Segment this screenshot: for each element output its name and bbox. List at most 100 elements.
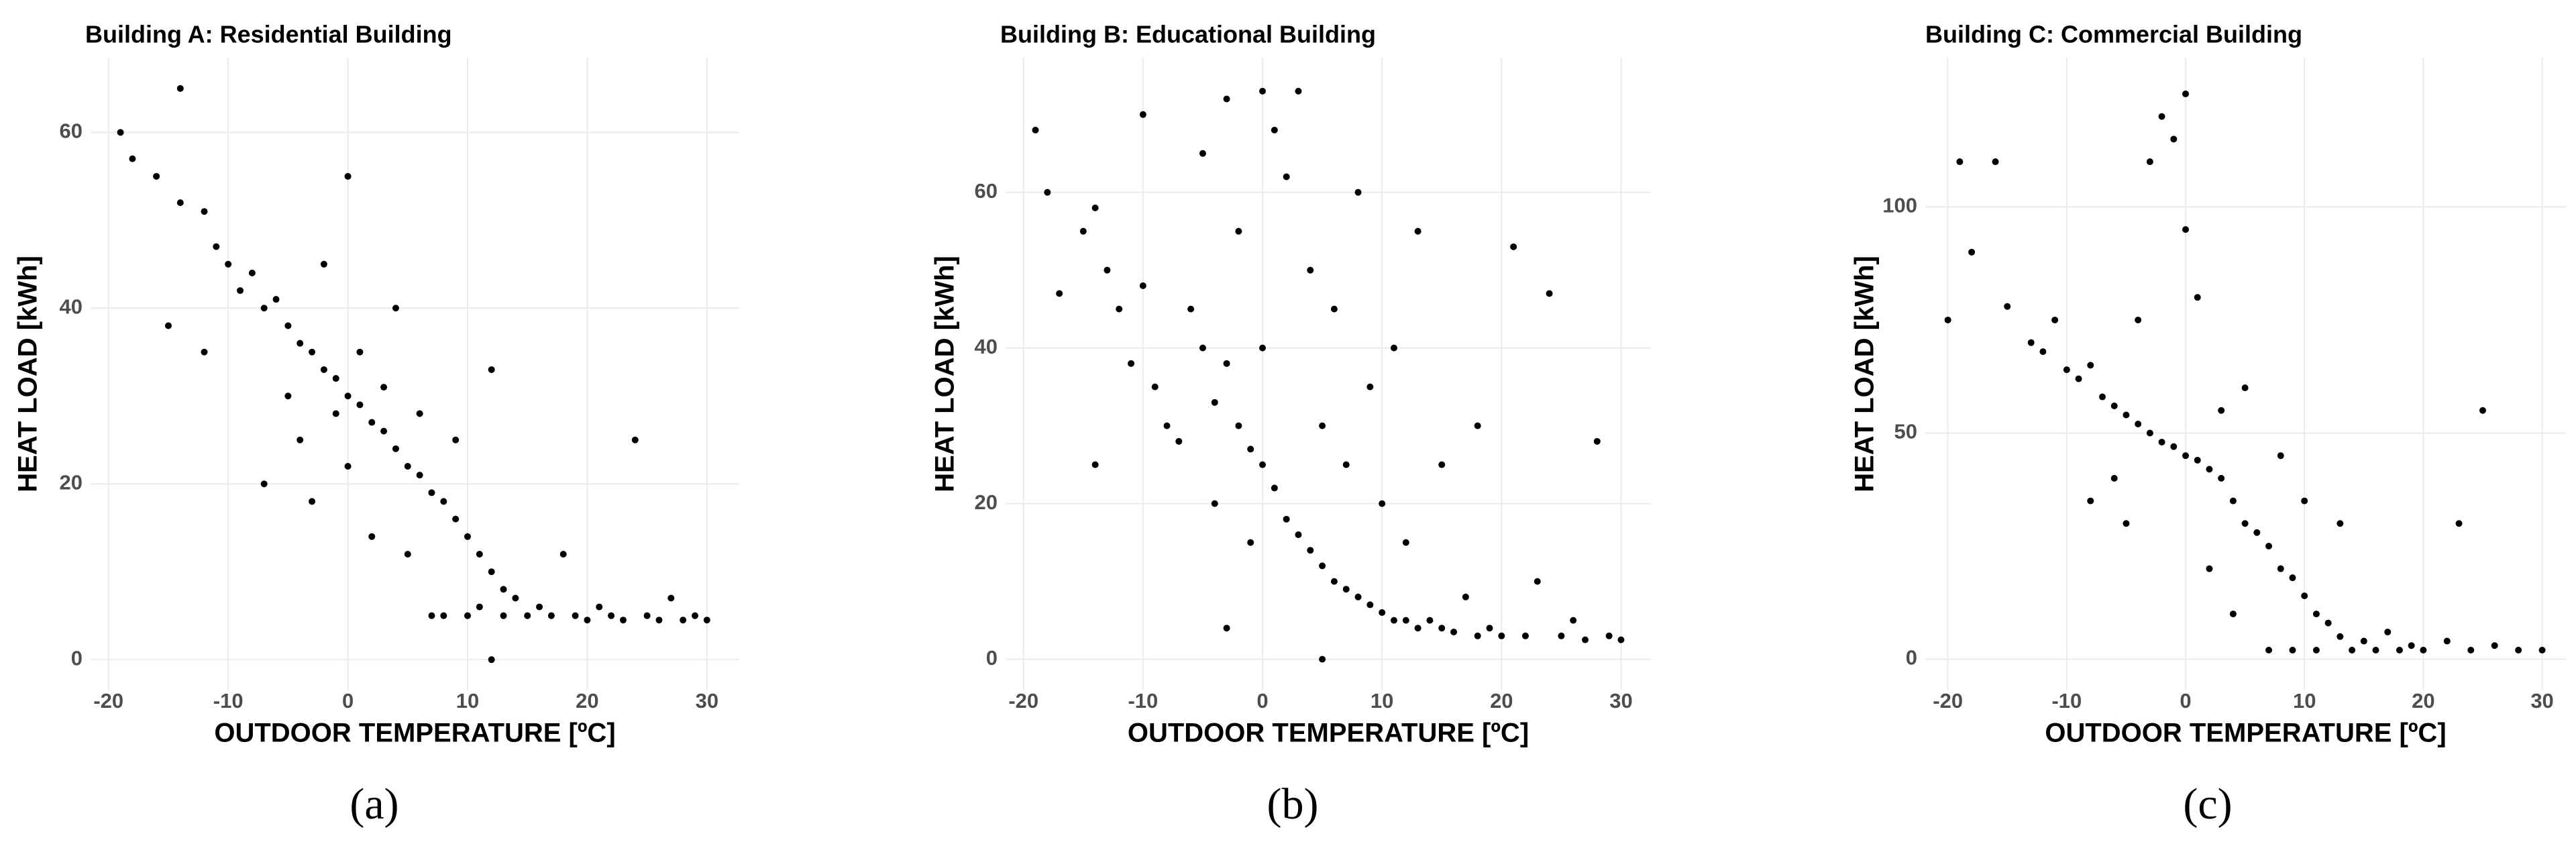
point (1128, 360, 1135, 367)
point (2170, 443, 2178, 450)
point (2408, 642, 2415, 649)
point (1211, 399, 1218, 406)
point (2194, 456, 2201, 464)
point (1342, 586, 1350, 593)
point (404, 463, 411, 470)
point (2360, 637, 2367, 645)
point (2051, 316, 2059, 323)
point (1187, 305, 1195, 313)
point (392, 305, 399, 312)
point (1366, 601, 1374, 609)
point (452, 436, 460, 443)
point (332, 375, 339, 382)
point (284, 322, 292, 329)
y-tick-label: 50 (1894, 420, 1917, 443)
point (2241, 520, 2249, 527)
point (1390, 617, 1397, 624)
point (1379, 500, 1386, 507)
point (2372, 647, 2379, 654)
point (344, 172, 352, 180)
point (1319, 422, 1326, 429)
point (356, 348, 364, 356)
point (2324, 619, 2332, 627)
point (380, 384, 388, 391)
point (464, 612, 472, 619)
point (1295, 531, 1302, 539)
point (2158, 113, 2165, 120)
point (129, 155, 136, 162)
point (2182, 90, 2190, 97)
point (428, 489, 435, 496)
point (237, 287, 244, 295)
point (2337, 520, 2344, 527)
point (332, 410, 339, 417)
point (1319, 655, 1326, 663)
point (1091, 204, 1099, 211)
x-tick-label: -20 (1933, 689, 1963, 713)
point (344, 392, 352, 400)
point (1283, 515, 1290, 523)
point (2289, 647, 2296, 654)
point (428, 612, 435, 619)
point (1259, 461, 1267, 468)
chart-title: Building C: Commercial Building (1925, 21, 2302, 48)
point (2146, 158, 2153, 166)
x-tick-label: 10 (1371, 689, 1393, 713)
point (2479, 407, 2486, 414)
point (176, 85, 184, 92)
point (1295, 87, 1302, 95)
point (368, 419, 376, 426)
point (1163, 422, 1171, 429)
point (201, 208, 208, 215)
x-axis-label: OUTDOOR TEMPERATURE [ºC] (2045, 719, 2446, 748)
point (1091, 461, 1099, 468)
point (691, 612, 698, 619)
point (1462, 593, 1469, 600)
point (176, 199, 184, 207)
x-tick-label: -20 (1008, 689, 1038, 713)
point (2538, 647, 2546, 654)
point (1366, 383, 1374, 390)
y-tick-label: 40 (975, 335, 998, 358)
point (2158, 438, 2165, 445)
point (1617, 636, 1625, 643)
point (2384, 629, 2392, 636)
x-tick-label: 10 (456, 689, 479, 713)
point (655, 617, 663, 624)
point (2135, 316, 2142, 323)
point (488, 366, 495, 373)
point (1546, 290, 1553, 297)
point (1056, 290, 1063, 297)
point (2337, 633, 2344, 640)
point (488, 656, 495, 664)
point (2123, 520, 2130, 527)
point (2110, 474, 2118, 482)
y-axis-label: HEAT LOAD [kWh] (930, 256, 960, 492)
point (356, 401, 364, 409)
point (1259, 344, 1267, 352)
point (596, 603, 603, 611)
point (680, 617, 687, 624)
x-axis-label: OUTDOOR TEMPERATURE [ºC] (1128, 719, 1529, 748)
y-tick-label: 60 (975, 179, 998, 203)
x-tick-label: 30 (696, 689, 718, 713)
point (1307, 266, 1314, 274)
point (2039, 348, 2047, 356)
point (2229, 611, 2237, 618)
point (1521, 632, 1529, 639)
point (1992, 158, 1999, 166)
point (2253, 529, 2261, 536)
x-tick-label: -10 (2051, 689, 2082, 713)
point (344, 463, 352, 470)
point (117, 129, 124, 136)
point (440, 498, 447, 505)
x-tick-label: 0 (2180, 689, 2191, 713)
point (1223, 625, 1230, 632)
point (320, 260, 327, 268)
y-tick-label: 60 (60, 119, 83, 143)
point (1330, 578, 1338, 585)
point (272, 296, 280, 303)
point (1199, 150, 1206, 157)
point (2312, 611, 2320, 618)
point (2241, 384, 2249, 392)
